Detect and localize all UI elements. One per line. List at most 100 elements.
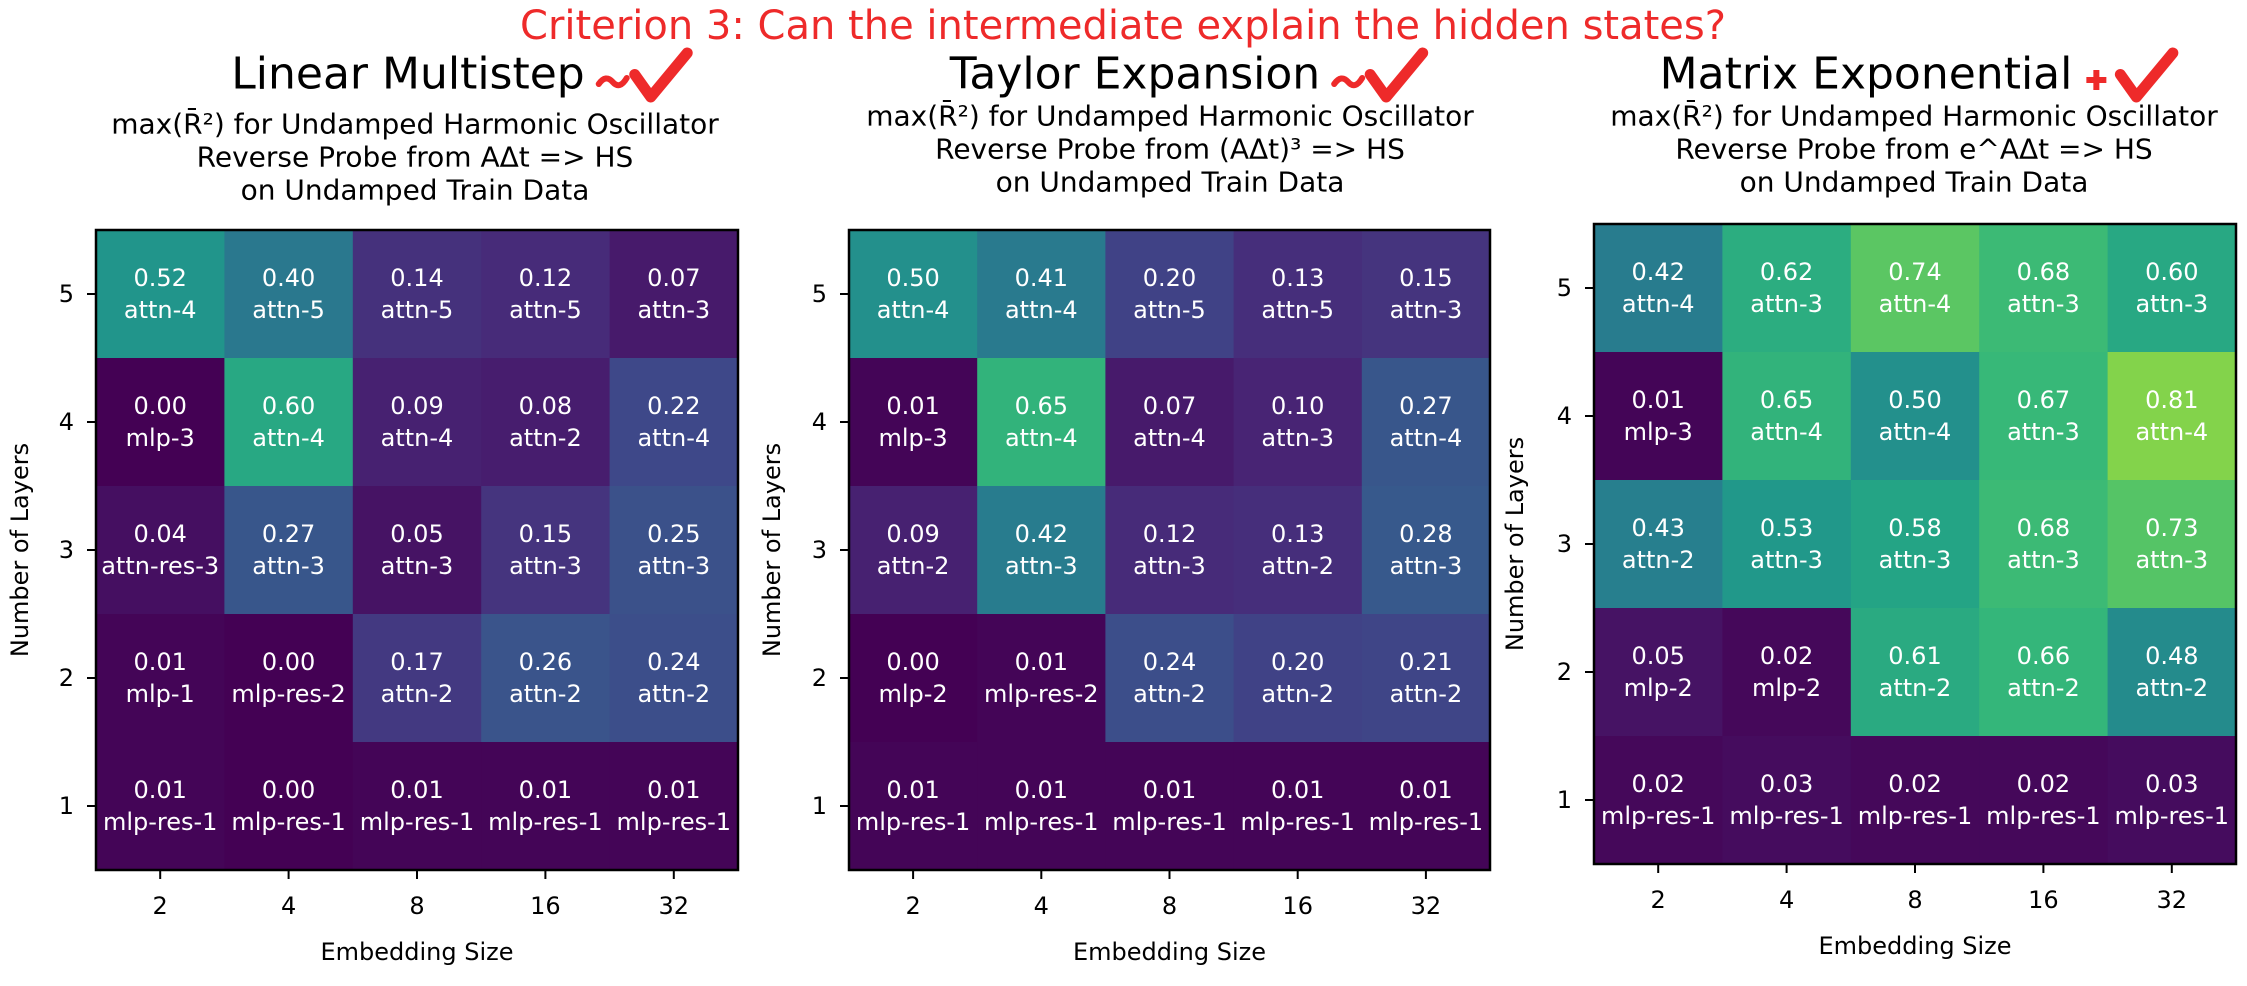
heatmap-cell — [1850, 480, 1980, 609]
heatmap-cell — [224, 614, 354, 743]
y-tick-label: 2 — [812, 664, 827, 692]
cell-label: mlp-2 — [1752, 674, 1821, 702]
cell-value: 0.43 — [1631, 514, 1684, 542]
x-tick-label: 32 — [1411, 892, 1442, 920]
panel-title-line: on Undamped Train Data — [241, 174, 590, 207]
cell-label: attn-5 — [509, 296, 582, 324]
cell-label: attn-3 — [252, 552, 325, 580]
cell-label: attn-3 — [2007, 418, 2080, 446]
heatmap-cell — [609, 358, 739, 487]
cell-label: attn-2 — [877, 552, 950, 580]
heatmap-cell — [849, 230, 978, 359]
cell-label: attn-3 — [1390, 552, 1463, 580]
heatmap-cell — [1233, 230, 1363, 359]
heatmap-cell — [1594, 480, 1723, 609]
heatmap-cell — [224, 486, 354, 615]
cell-value: 0.02 — [1631, 770, 1684, 798]
cell-value: 0.58 — [1888, 514, 1941, 542]
heatmap-cell — [1233, 614, 1363, 743]
y-tick-label: 2 — [1557, 658, 1572, 686]
cell-value: 0.01 — [1015, 648, 1068, 676]
cell-label: attn-3 — [1133, 552, 1206, 580]
heatmap-cell — [224, 358, 354, 487]
cell-value: 0.12 — [1143, 520, 1196, 548]
heatmap-cell — [1233, 358, 1363, 487]
cell-value: 0.20 — [1271, 648, 1324, 676]
cell-label: mlp-3 — [126, 424, 195, 452]
cell-label: attn-3 — [509, 552, 582, 580]
cell-label: attn-3 — [1390, 296, 1463, 324]
heatmap-cell — [2107, 224, 2237, 353]
cell-label: mlp-res-1 — [231, 808, 345, 836]
cell-value: 0.22 — [647, 392, 700, 420]
y-tick-label: 1 — [59, 792, 74, 820]
y-tick-label: 4 — [59, 408, 74, 436]
cell-value: 0.12 — [519, 264, 572, 292]
cell-value: 0.01 — [1271, 776, 1324, 804]
cell-value: 0.00 — [886, 648, 939, 676]
cell-label: attn-4 — [252, 424, 325, 452]
y-tick-label: 1 — [1557, 786, 1572, 814]
cell-value: 0.03 — [1760, 770, 1813, 798]
y-tick-label: 4 — [812, 408, 827, 436]
cell-value: 0.01 — [519, 776, 572, 804]
cell-label: attn-3 — [1005, 552, 1078, 580]
panel-title-line: max(R̄²) for Undamped Harmonic Oscillato… — [1610, 98, 2218, 132]
heatmap-cell — [96, 614, 225, 743]
panel-heading: Taylor Expansion — [949, 49, 1320, 100]
cell-label: mlp-3 — [878, 424, 947, 452]
cell-label: attn-2 — [1261, 552, 1334, 580]
heatmap-cell — [352, 486, 482, 615]
heatmap-cell — [1979, 480, 2109, 609]
cell-label: attn-2 — [2135, 674, 2208, 702]
cell-label: attn-3 — [637, 552, 710, 580]
heatmap-cell — [609, 742, 739, 871]
heatmap-cell — [352, 230, 482, 359]
cell-label: attn-4 — [1622, 290, 1695, 318]
cell-value: 0.66 — [2017, 642, 2070, 670]
heatmap-cell — [2107, 608, 2237, 737]
heatmap-cell — [224, 230, 354, 359]
y-tick-label: 4 — [1557, 402, 1572, 430]
cell-value: 0.01 — [1143, 776, 1196, 804]
cell-label: attn-4 — [1750, 418, 1823, 446]
heatmap-cell — [481, 230, 611, 359]
cell-label: mlp-res-1 — [1369, 808, 1483, 836]
x-tick-label: 2 — [153, 892, 168, 920]
cell-label: attn-4 — [637, 424, 710, 452]
cell-label: attn-3 — [637, 296, 710, 324]
heatmap-cell — [481, 614, 611, 743]
cell-label: attn-5 — [252, 296, 325, 324]
plus-icon — [2086, 70, 2107, 90]
cell-label: attn-4 — [1133, 424, 1206, 452]
cell-value: 0.74 — [1888, 258, 1941, 286]
y-tick-label: 3 — [812, 536, 827, 564]
cell-value: 0.24 — [647, 648, 700, 676]
heatmap-cell — [2107, 736, 2237, 865]
cell-value: 0.15 — [1399, 264, 1452, 292]
cell-value: 0.41 — [1015, 264, 1068, 292]
cell-value: 0.42 — [1015, 520, 1068, 548]
heatmap-cell — [224, 742, 354, 871]
cell-label: attn-4 — [1005, 296, 1078, 324]
cell-value: 0.24 — [1143, 648, 1196, 676]
cell-label: attn-4 — [1390, 424, 1463, 452]
cell-value: 0.08 — [519, 392, 572, 420]
heatmap-cell — [96, 358, 225, 487]
cell-label: attn-5 — [1261, 296, 1334, 324]
x-axis-label: Embedding Size — [1818, 932, 2011, 960]
cell-value: 0.02 — [2017, 770, 2070, 798]
cell-value: 0.02 — [1888, 770, 1941, 798]
cell-value: 0.01 — [1631, 386, 1684, 414]
panel-title-line: max(R̄²) for Undamped Harmonic Oscillato… — [111, 106, 719, 140]
x-tick-label: 8 — [1162, 892, 1177, 920]
cell-label: attn-3 — [2135, 546, 2208, 574]
y-axis-label: Number of Layers — [6, 443, 34, 657]
x-tick-label: 2 — [1651, 886, 1666, 914]
y-tick-label: 5 — [812, 280, 827, 308]
heatmap-cell — [1361, 614, 1491, 743]
cell-value: 0.07 — [1143, 392, 1196, 420]
check-icon — [2114, 47, 2179, 103]
